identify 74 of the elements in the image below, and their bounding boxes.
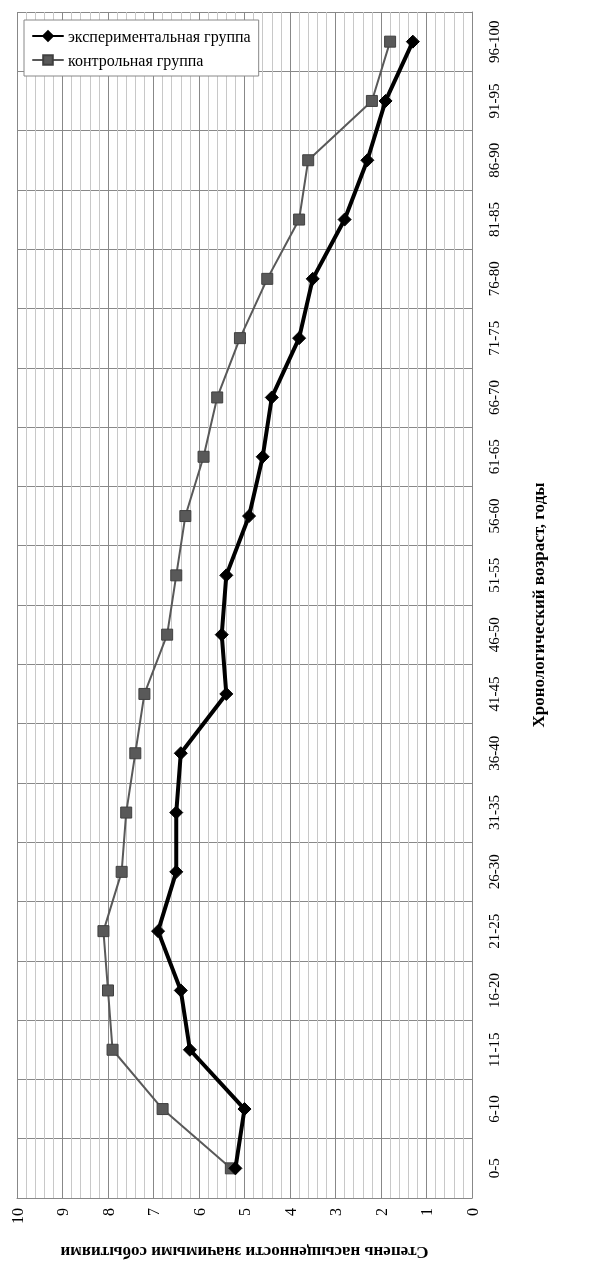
point — [233, 332, 246, 345]
y-tick-label: 51-55 — [485, 557, 502, 593]
x-tick-label: 10 — [8, 1208, 26, 1224]
point — [211, 391, 224, 404]
y-tick-label: 46-50 — [485, 617, 502, 653]
x-tick-label: 4 — [281, 1208, 299, 1216]
point — [302, 154, 315, 167]
y-tick-label: 26-30 — [485, 854, 502, 890]
x-tick-label: 9 — [54, 1208, 71, 1216]
point — [102, 984, 114, 997]
x-tick-label: 3 — [327, 1208, 344, 1216]
point — [261, 272, 274, 285]
point — [255, 449, 270, 464]
y-tick-label: 76-80 — [485, 261, 502, 297]
y-tick-label: 66-70 — [485, 379, 502, 415]
point — [264, 390, 279, 405]
point — [242, 509, 257, 524]
y-axis-title: Хронологический возраст, годы — [529, 482, 548, 728]
point — [97, 925, 110, 938]
y-tick-label: 6-10 — [485, 1095, 502, 1123]
y-tick-label: 41-45 — [485, 676, 502, 712]
x-tick-label: 5 — [236, 1208, 253, 1216]
point — [129, 747, 142, 760]
point — [219, 686, 234, 701]
legend-label: контрольная группа — [68, 51, 204, 70]
point — [365, 94, 378, 107]
y-tick-label: 71-75 — [485, 320, 502, 356]
y-tick-label: 31-35 — [485, 795, 502, 831]
point — [293, 213, 306, 226]
point — [360, 153, 375, 168]
x-tick-label: 0 — [463, 1208, 481, 1216]
x-tick-label: 6 — [190, 1208, 208, 1216]
x-tick-label: 8 — [99, 1208, 117, 1216]
y-tick-label: 0-5 — [485, 1158, 502, 1179]
point — [237, 1102, 252, 1117]
point — [219, 568, 234, 583]
point — [405, 34, 420, 49]
point — [138, 687, 151, 700]
y-tick-label: 91-95 — [485, 83, 502, 119]
x-tick-label: 2 — [372, 1208, 390, 1216]
point — [173, 983, 188, 998]
point — [197, 450, 210, 463]
point — [305, 271, 320, 286]
y-tick-label: 81-85 — [485, 202, 502, 238]
point — [169, 805, 184, 820]
point — [292, 331, 307, 346]
y-tick-label: 96-100 — [485, 20, 502, 63]
point — [378, 93, 393, 108]
point — [161, 628, 174, 641]
y-tick-label: 86-90 — [485, 142, 502, 178]
x-axis-title: Степень насыщенности значимыми событиями — [60, 1243, 429, 1262]
point — [169, 864, 184, 879]
x-tick-label: 7 — [145, 1208, 162, 1216]
y-tick-label: 16-20 — [485, 972, 502, 1008]
y-tick-label: 21-25 — [485, 913, 502, 949]
y-tick-label: 11-15 — [485, 1032, 502, 1067]
y-tick-label: 36-40 — [485, 735, 502, 771]
legend-label: экспериментальная группа — [68, 27, 251, 46]
point — [106, 1043, 119, 1056]
x-tick-label: 1 — [418, 1208, 435, 1216]
point — [156, 1103, 169, 1116]
point — [337, 212, 352, 227]
point — [151, 924, 166, 939]
point — [182, 1042, 197, 1057]
point — [120, 806, 133, 819]
point — [179, 510, 192, 523]
point — [173, 746, 188, 761]
point — [228, 1161, 243, 1176]
y-tick-label: 61-65 — [485, 439, 502, 475]
point — [384, 35, 397, 48]
point — [115, 865, 128, 878]
point — [170, 569, 183, 582]
point — [214, 627, 229, 642]
y-tick-label: 56-60 — [485, 498, 502, 534]
